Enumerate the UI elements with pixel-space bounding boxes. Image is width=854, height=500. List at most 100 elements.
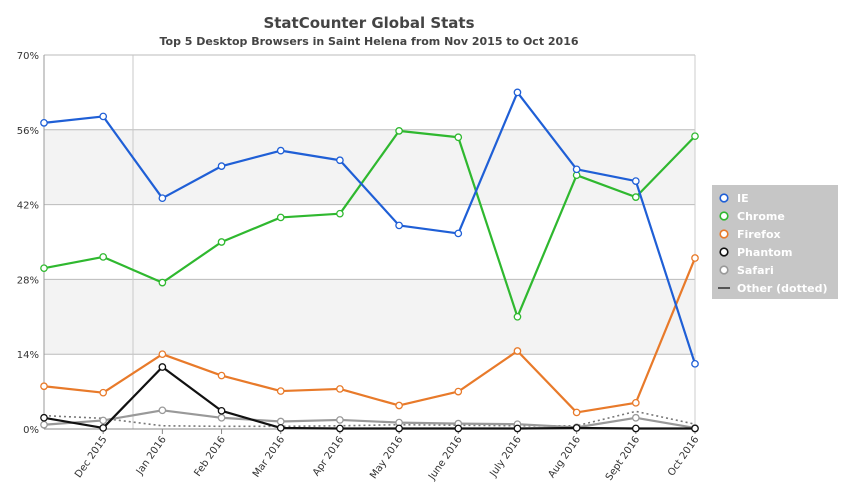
data-point (40, 264, 48, 273)
legend-swatch (719, 247, 729, 257)
series-line (43, 410, 696, 428)
data-point (217, 162, 226, 170)
data-point (395, 221, 403, 230)
x-tick-label: Aug 2016 (546, 434, 583, 480)
data-point (454, 387, 463, 396)
legend-swatch (719, 211, 729, 221)
y-tick-label: 28% (17, 275, 39, 286)
plot-band (44, 204, 695, 280)
plot-band (44, 279, 695, 355)
x-tick-label: Mar 2016 (251, 434, 287, 479)
x-tick-label: Feb 2016 (192, 434, 228, 478)
data-point (336, 156, 344, 165)
y-tick-label: 0% (23, 425, 39, 436)
y-tick-label: 56% (17, 126, 39, 137)
series-line (43, 129, 696, 318)
legend-item-phantom: Phantom (719, 246, 792, 259)
plot-band (44, 55, 695, 130)
legend-item-ie: IE (719, 192, 749, 205)
data-point (631, 424, 640, 433)
data-point (158, 278, 167, 287)
series-ie (40, 88, 699, 368)
y-tick-label: 42% (17, 201, 39, 212)
legend-label: Chrome (737, 210, 785, 223)
chart-title: StatCounter Global Stats (263, 14, 474, 32)
data-point (217, 238, 226, 246)
data-point (454, 424, 463, 433)
plot-background (44, 55, 695, 429)
legend-box (712, 185, 838, 299)
legend-swatch (719, 193, 729, 203)
legend-item-chrome: Chrome (719, 210, 785, 223)
data-point (217, 406, 226, 415)
x-tick-label: Apr 2016 (311, 434, 346, 478)
data-point (99, 388, 108, 397)
legend-item-safari: Safari (719, 264, 774, 277)
legend: IE Chrome Firefox Phantom Safari Other (dotte… (712, 185, 838, 299)
series-line (43, 365, 695, 430)
legend-swatch (719, 229, 729, 239)
series-firefox (40, 254, 699, 417)
data-point (691, 254, 699, 262)
x-tick-label: Dec 2015 (73, 434, 110, 480)
legend-item-firefox: Firefox (719, 228, 781, 241)
data-point (276, 213, 285, 222)
data-point (513, 424, 522, 433)
series-line (43, 257, 697, 414)
data-point (158, 363, 167, 371)
data-point (40, 413, 48, 422)
data-point (395, 127, 403, 135)
data-point (276, 417, 285, 426)
x-axis: Dec 2015 Jan 2016 Feb 2016 Mar 2016 Apr 2016… (73, 429, 701, 483)
data-point (513, 347, 522, 355)
data-point (336, 424, 344, 433)
series-line (43, 91, 697, 365)
data-point (99, 416, 108, 425)
data-point (454, 133, 463, 142)
data-point (336, 385, 344, 393)
data-point (631, 177, 640, 185)
x-tick-label: May 2016 (368, 434, 405, 481)
data-point (691, 132, 699, 141)
data-point (572, 165, 581, 174)
x-tick-label: Sept 2016 (604, 434, 642, 482)
data-point (99, 424, 108, 432)
series-line (43, 409, 696, 430)
x-tick-label: Jan 2016 (134, 434, 169, 477)
data-point (631, 193, 640, 201)
data-point (631, 398, 640, 407)
data-point (40, 119, 48, 127)
legend-swatch (719, 265, 729, 275)
y-tick-label: 70% (17, 51, 39, 62)
plot-band (44, 354, 695, 429)
series-phantom (40, 363, 699, 433)
data-point (158, 406, 167, 415)
chart-subtitle: Top 5 Desktop Browsers in Saint Helena f… (159, 35, 578, 48)
data-point (276, 424, 285, 432)
data-point (513, 312, 522, 321)
data-point (691, 359, 699, 368)
data-point (276, 146, 285, 155)
data-point (217, 413, 226, 422)
data-point (40, 420, 48, 429)
data-point (276, 387, 285, 395)
data-point (40, 382, 48, 391)
x-tick-label: June 2016 (426, 434, 464, 482)
x-tick-label: Oct 2016 (666, 434, 701, 478)
series-chrome (40, 127, 699, 321)
x-tick-label: July 2016 (488, 434, 524, 479)
data-point (158, 194, 167, 203)
data-point (336, 416, 344, 424)
series-layer (40, 88, 699, 433)
data-point (513, 88, 522, 97)
y-tick-label: 14% (17, 350, 39, 361)
data-point (454, 229, 463, 238)
data-point (691, 424, 699, 433)
data-point (572, 424, 581, 432)
series-other (43, 410, 696, 428)
legend-label: Phantom (737, 246, 792, 259)
legend-label: Other (dotted) (737, 282, 828, 295)
data-point (336, 209, 344, 218)
legend-label: IE (737, 192, 749, 205)
data-point (631, 413, 640, 422)
